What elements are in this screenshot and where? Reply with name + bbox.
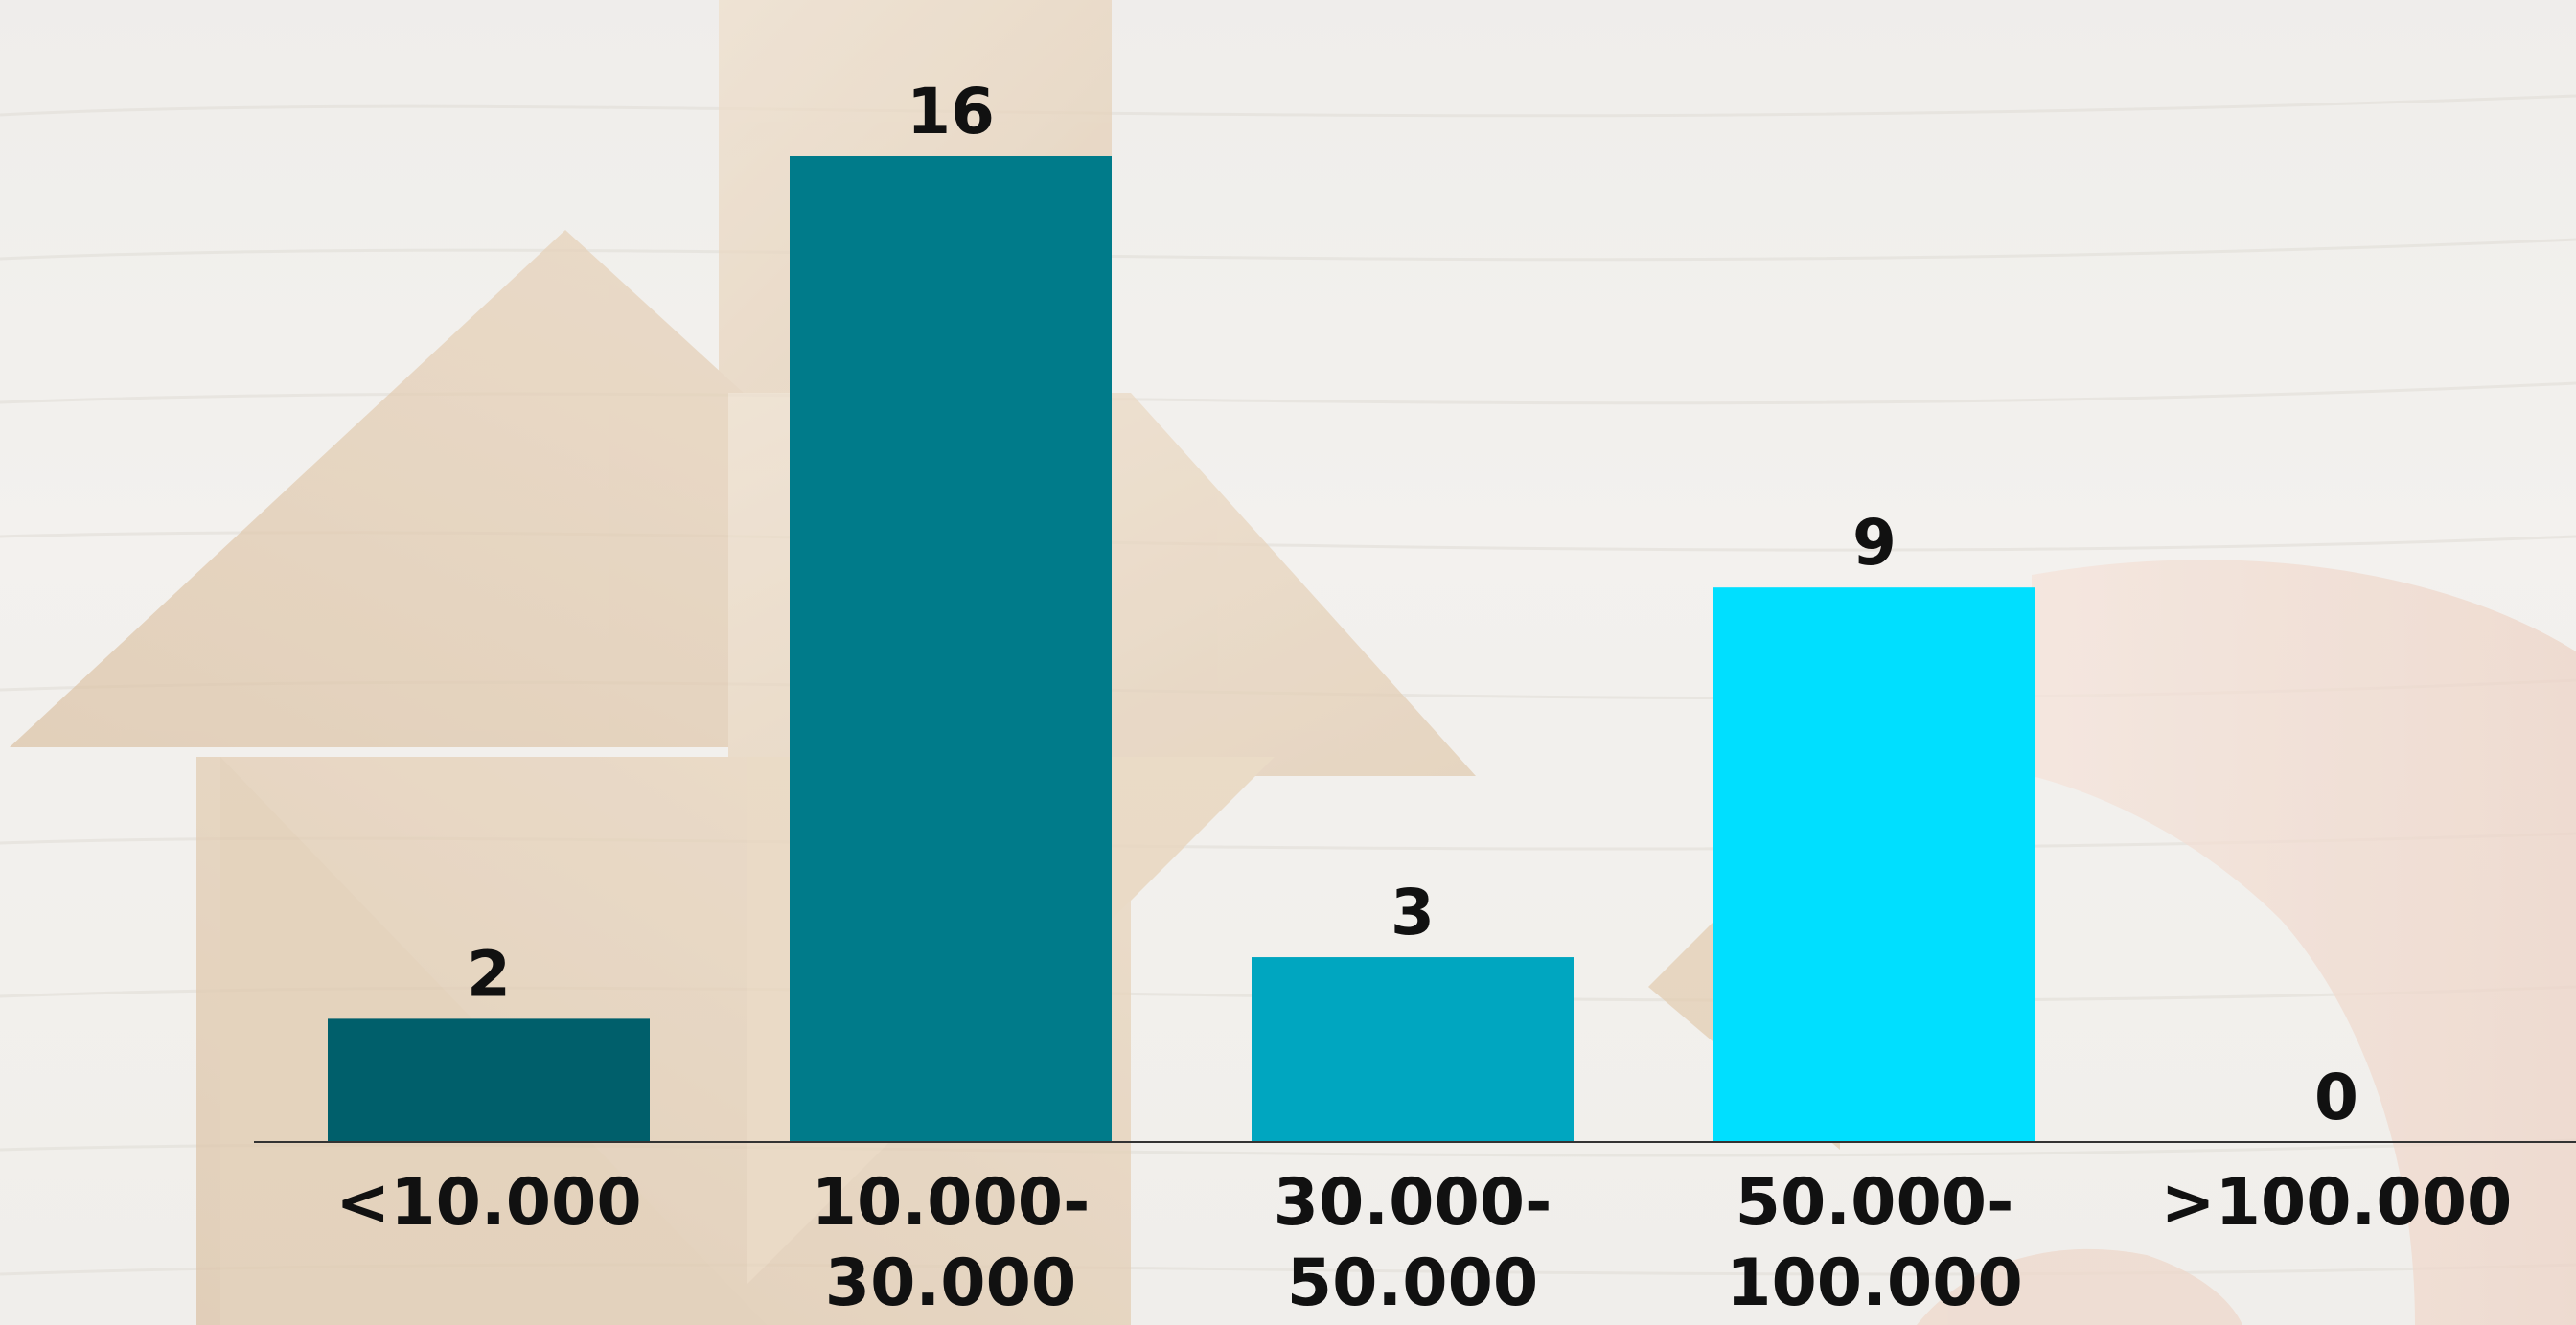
bar-2	[790, 156, 1112, 1142]
category-label-1: <10.000	[335, 1165, 641, 1241]
value-label-4: 9	[1852, 506, 1897, 580]
category-label-3-line-1: 30.000-	[1274, 1165, 1552, 1241]
bars-group	[328, 156, 2036, 1142]
category-label-5: >100.000	[2161, 1165, 2513, 1241]
bar-3	[1252, 957, 1574, 1142]
value-label-2: 16	[907, 75, 995, 148]
category-label-2-line-2: 30.000	[825, 1245, 1076, 1321]
category-label-2-line-1: 10.000-	[812, 1165, 1091, 1241]
finger-shape	[1917, 560, 2576, 1325]
category-label-4-line-1: 50.000-	[1736, 1165, 2014, 1241]
value-label-5: 0	[2314, 1061, 2358, 1134]
value-label-3: 3	[1391, 876, 1435, 949]
bar-1	[328, 1018, 650, 1142]
category-labels-group: <10.000 10.000-30.000 30.000-50.000 50.000-…	[335, 1165, 2512, 1321]
value-labels-group: 2 16 3 9 0	[467, 75, 2358, 1134]
bar-4	[1714, 587, 2036, 1142]
category-label-3-line-2: 50.000	[1287, 1245, 1538, 1321]
value-label-1: 2	[467, 937, 511, 1011]
category-label-4-line-2: 100.000	[1726, 1245, 2023, 1321]
